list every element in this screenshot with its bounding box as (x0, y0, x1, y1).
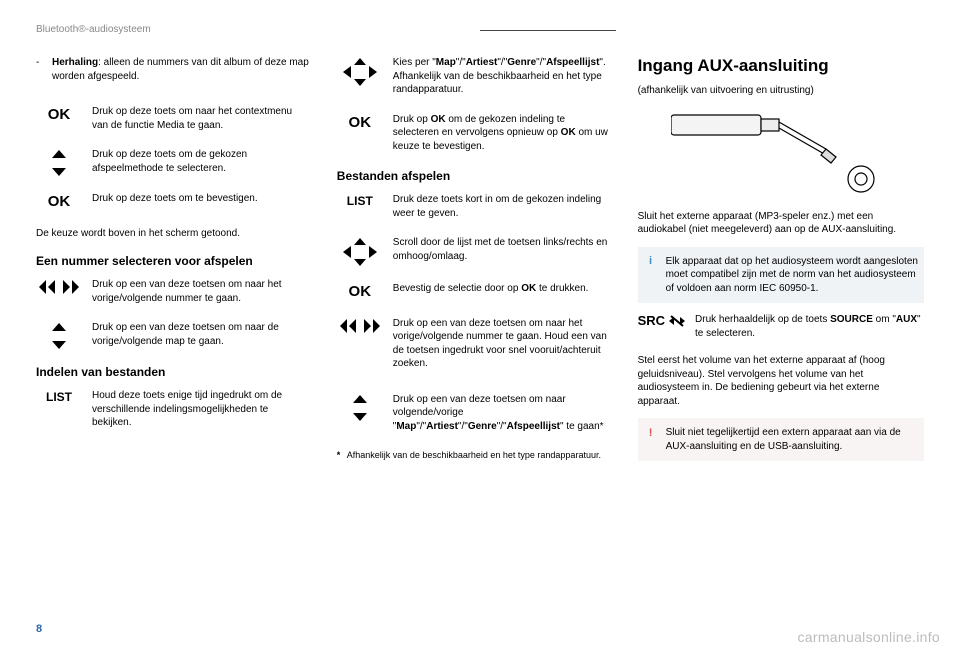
repeat-item: - Herhaling: alleen de nummers van dit a… (36, 56, 309, 83)
prevnext-icon (36, 278, 82, 294)
source-icon: SRC (638, 313, 685, 328)
updown-category-row: Druk op een van deze toetsen om naar vol… (337, 393, 610, 434)
repeat-text: Herhaling: alleen de nummers van dit alb… (52, 56, 309, 83)
heading-aux: Ingang AUX-aansluiting (638, 56, 924, 76)
kiesper-row: Kies per "Map"/"Artiest"/"Genre"/"Afspee… (337, 56, 610, 97)
warn-icon: ! (644, 426, 658, 440)
prevnext-icon (337, 317, 383, 333)
footnote: *Afhankelijk van de beschikbaarheid en h… (337, 449, 610, 461)
dash-mark: - (36, 56, 42, 83)
heading-nummer-select: Een nummer selecteren voor afspelen (36, 254, 309, 268)
list-short-text: Druk deze toets kort in om de gekozen in… (393, 193, 610, 220)
ok-select-text: Druk op OK om de gekozen indeling te sel… (393, 113, 610, 154)
prevnext-seek-text: Druk op een van deze toetsen om naar het… (393, 317, 610, 371)
updown-select-text: Druk op deze toets om de gekozen afspeel… (92, 148, 309, 175)
info-text: Elk apparaat dat op het audiosysteem wor… (666, 255, 918, 296)
warn-note: ! Sluit niet tegelijkertijd een extern a… (638, 418, 924, 461)
info-icon: i (644, 255, 658, 269)
updown-icon (337, 393, 383, 421)
updown-select-row: Druk op deze toets om de gekozen afspeel… (36, 148, 309, 176)
ok-icon: OK (337, 113, 383, 132)
info-note: i Elk apparaat dat op het audiosysteem w… (638, 247, 924, 304)
column-1: - Herhaling: alleen de nummers van dit a… (36, 24, 309, 639)
updown-icon (36, 321, 82, 349)
list-hold-row: LIST Houd deze toets enige tijd ingedruk… (36, 389, 309, 430)
watermark: carmanualsonline.info (798, 629, 941, 645)
scroll-row: Scroll door de lijst met de toetsen link… (337, 236, 610, 266)
updown-category-text: Druk op een van deze toetsen om naar vol… (393, 393, 610, 434)
ok-confirm-text: Druk op deze toets om te bevestigen. (92, 192, 309, 206)
ok-icon: OK (36, 192, 82, 211)
column-3: Ingang AUX-aansluiting (afhankelijk van … (638, 24, 924, 639)
prevnext-text: Druk op een van deze toetsen om naar het… (92, 278, 309, 305)
aux-sub: (afhankelijk van uitvoering en uitrustin… (638, 84, 924, 98)
warn-text: Sluit niet tegelijkertijd een extern app… (666, 426, 918, 453)
volume-text: Stel eerst het volume van het externe ap… (638, 354, 924, 408)
dpad-icon (337, 236, 383, 266)
list-hold-text: Houd deze toets enige tijd ingedrukt om … (92, 389, 309, 430)
kiesper-text: Kies per "Map"/"Artiest"/"Genre"/"Afspee… (393, 56, 610, 97)
updown-icon (36, 148, 82, 176)
ok-context-row: OK Druk op deze toets om naar het contex… (36, 105, 309, 132)
repeat-label: Herhaling (52, 57, 98, 68)
dpad-icon (337, 56, 383, 86)
list-icon: LIST (36, 389, 82, 404)
heading-indelen: Indelen van bestanden (36, 365, 309, 379)
footnote-text: Afhankelijk van de beschikbaarheid en he… (347, 450, 601, 460)
src-text: Druk herhaaldelijk op de toets SOURCE om… (695, 313, 924, 340)
aux-connect-text: Sluit het externe apparaat (MP3-speler e… (638, 210, 924, 237)
prevnext-row: Druk op een van deze toetsen om naar het… (36, 278, 309, 305)
ok-select-row: OK Druk op OK om de gekozen indeling te … (337, 113, 610, 154)
heading-bestanden: Bestanden afspelen (337, 169, 610, 183)
ok-icon: OK (36, 105, 82, 124)
ok-confirm-row: OK Druk op deze toets om te bevestigen. (36, 192, 309, 211)
asterisk: * (337, 449, 347, 461)
prevnext-seek-row: Druk op een van deze toetsen om naar het… (337, 317, 610, 371)
ok-context-text: Druk op deze toets om naar het contextme… (92, 105, 309, 132)
list-icon: LIST (337, 193, 383, 208)
ok-bevestig-row: OK Bevestig de selectie door op OK te dr… (337, 282, 610, 301)
column-2: Kies per "Map"/"Artiest"/"Genre"/"Afspee… (337, 24, 610, 639)
keuze-text: De keuze wordt boven in het scherm getoo… (36, 227, 309, 241)
updown-folder-text: Druk op een van deze toetsen om naar de … (92, 321, 309, 348)
aux-jack-illustration (638, 108, 924, 200)
updown-folder-row: Druk op een van deze toetsen om naar de … (36, 321, 309, 349)
ok-bevestig-text: Bevestig de selectie door op OK te drukk… (393, 282, 610, 296)
src-row: SRC Druk herhaaldelijk op de toets SOURC… (638, 313, 924, 340)
page-number: 8 (36, 623, 42, 635)
ok-icon: OK (337, 282, 383, 301)
scroll-text: Scroll door de lijst met de toetsen link… (393, 236, 610, 263)
list-short-row: LIST Druk deze toets kort in om de gekoz… (337, 193, 610, 220)
